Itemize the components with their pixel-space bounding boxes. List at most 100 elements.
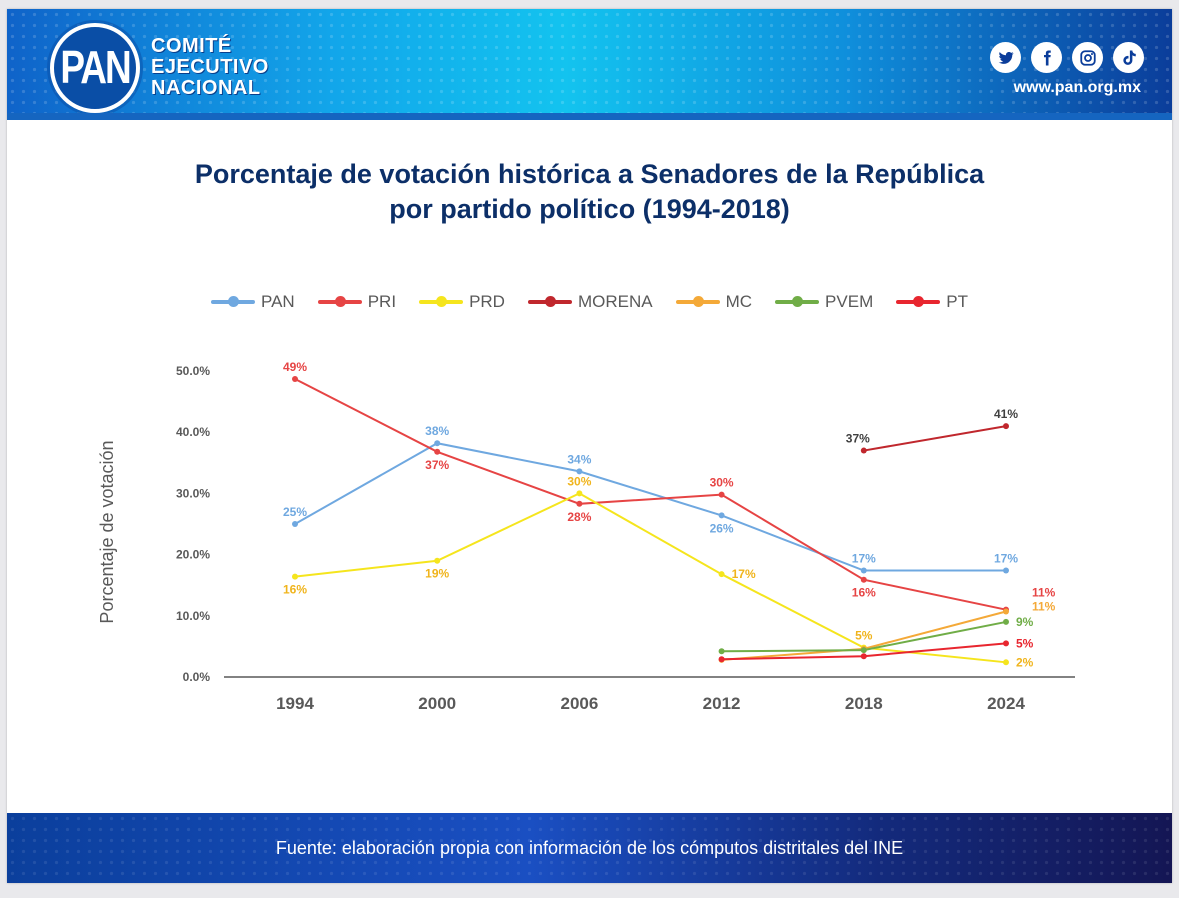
data-label-prd: 16% <box>283 583 307 597</box>
website-link[interactable]: www.pan.org.mx <box>1013 79 1141 96</box>
chart-legend: PAN PRI PRD MORENA MC PVEM PT <box>7 292 1172 312</box>
y-axis-label: Porcentaje de votación <box>97 440 117 623</box>
data-point-pvem <box>1003 618 1009 625</box>
data-label-pan: 17% <box>852 552 876 566</box>
data-point-pri <box>434 448 441 455</box>
chart-title: Porcentaje de votación histórica a Senad… <box>7 157 1172 227</box>
data-point-pri <box>718 491 725 498</box>
data-label-pri: 28% <box>567 510 591 524</box>
legend-item-pri: PRI <box>317 292 397 312</box>
data-point-pri <box>860 576 867 583</box>
legend-swatch <box>211 296 256 307</box>
data-label-pvem: 9% <box>1016 615 1034 629</box>
social-icons <box>990 42 1144 73</box>
y-tick-label: 0.0% <box>183 670 211 684</box>
y-tick-label: 30.0% <box>176 486 210 500</box>
legend-label: PRI <box>367 292 397 311</box>
org-name-line: COMITÉ <box>151 35 232 57</box>
org-name-line: EJECUTIVO <box>151 56 269 78</box>
data-point-prd <box>292 573 298 580</box>
footer-banner: Fuente: elaboración propia con informaci… <box>7 813 1172 883</box>
data-label-pan: 34% <box>567 452 591 466</box>
y-tick-label: 20.0% <box>176 548 210 562</box>
legend-label: PAN <box>261 292 295 311</box>
pan-logo-text: PAN <box>60 41 131 93</box>
data-point-morena <box>860 447 867 454</box>
data-label-pri: 37% <box>425 458 449 472</box>
legend-swatch <box>675 296 720 307</box>
x-tick-label: 2012 <box>703 694 741 713</box>
data-point-pan <box>1003 567 1009 574</box>
legend-label: MC <box>725 292 753 311</box>
legend-swatch <box>527 296 572 307</box>
y-axis: Porcentaje de votación 0.0% 10.0% 20.0% 30.0… <box>97 364 210 684</box>
legend-item-morena: MORENA <box>527 292 653 312</box>
data-label-prd: 2% <box>1016 655 1034 669</box>
series-line-prd <box>294 492 1007 664</box>
data-label-pri: 49% <box>283 360 307 374</box>
x-tick-label: 2024 <box>987 694 1025 713</box>
x-tick-label: 2018 <box>845 694 883 713</box>
instagram-icon[interactable] <box>1072 42 1103 73</box>
org-name: COMITÉ EJECUTIVO NACIONAL <box>151 36 269 99</box>
legend-item-pvem: PVEM <box>775 292 873 312</box>
x-tick-label: 2006 <box>560 694 598 713</box>
data-point-pan <box>434 440 441 447</box>
y-tick-label: 40.0% <box>176 425 210 439</box>
legend-item-prd: PRD <box>419 292 505 312</box>
data-point-pan <box>576 468 583 475</box>
data-label-mc: 11% <box>1032 600 1056 614</box>
data-point-pan <box>292 521 298 527</box>
data-point-pvem <box>860 647 867 654</box>
chart-title-line: por partido político (1994-2018) <box>389 194 790 224</box>
source-note: Fuente: elaboración propia con informaci… <box>275 838 904 858</box>
data-label-prd: 5% <box>855 629 873 643</box>
data-label-pri: 30% <box>710 476 734 490</box>
data-point-pan <box>718 512 725 519</box>
data-point-prd <box>1003 659 1009 666</box>
org-name-line: NACIONAL <box>151 77 261 99</box>
legend-item-mc: MC <box>675 292 753 312</box>
data-label-morena: 37% <box>846 432 870 446</box>
data-point-morena <box>1003 423 1009 430</box>
data-point-pri <box>576 500 583 507</box>
x-tick-label: 1994 <box>276 694 314 713</box>
data-labels: 25% 38% 34% 26% 17% 17% 49% 37% 28% 30% 16% 11% 16% 1… <box>283 360 1056 669</box>
y-tick-label: 10.0% <box>176 609 210 623</box>
data-point-pvem <box>718 648 725 655</box>
data-point-prd <box>576 490 583 497</box>
chart-series <box>292 375 1009 666</box>
data-label-pan: 38% <box>425 424 449 438</box>
legend-label: PT <box>946 292 968 311</box>
data-point-pt <box>860 653 867 660</box>
data-label-pri: 16% <box>852 586 876 600</box>
header-banner: PAN COMITÉ EJECUTIVO NACIONAL www.pan.or… <box>7 9 1172 113</box>
pan-logo: PAN <box>50 23 140 113</box>
legend-item-pan: PAN <box>211 292 295 312</box>
data-point-mc <box>1003 608 1009 615</box>
data-point-pan <box>860 567 867 574</box>
legend-swatch <box>317 296 362 307</box>
series-line-pri <box>294 378 1007 611</box>
legend-item-pt: PT <box>896 292 968 312</box>
legend-label: MORENA <box>577 292 653 311</box>
y-tick-label: 50.0% <box>176 364 210 378</box>
tiktok-icon[interactable] <box>1113 42 1144 73</box>
data-label-pt: 5% <box>1016 636 1034 650</box>
legend-label: PVEM <box>825 292 874 311</box>
legend-swatch <box>775 296 820 307</box>
series-line-morena <box>863 425 1007 452</box>
data-label-morena: 41% <box>994 407 1018 421</box>
header-divider <box>7 113 1172 120</box>
slide: PAN COMITÉ EJECUTIVO NACIONAL www.pan.or… <box>7 9 1172 883</box>
facebook-icon[interactable] <box>1031 42 1062 73</box>
line-chart: Porcentaje de votación 0.0% 10.0% 20.0% 30.0… <box>97 360 1075 713</box>
twitter-icon[interactable] <box>990 42 1021 73</box>
chart-title-line: Porcentaje de votación histórica a Senad… <box>194 159 985 189</box>
data-label-pan: 17% <box>994 552 1018 566</box>
legend-label: PRD <box>469 292 505 311</box>
data-point-pt <box>718 656 725 663</box>
data-label-pri: 11% <box>1032 586 1056 600</box>
x-tick-label: 2000 <box>418 694 456 713</box>
data-point-pri <box>292 375 298 382</box>
